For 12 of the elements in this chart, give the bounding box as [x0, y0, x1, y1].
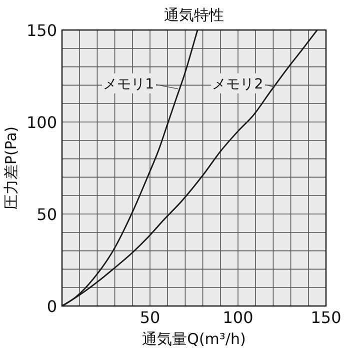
x-tick-label: 150 [310, 308, 342, 327]
y-tick-label: 150 [26, 21, 57, 40]
series-label: メモリ1 [103, 76, 154, 92]
y-axis-title: 圧力差P(Pa) [2, 126, 20, 210]
chart-title: 通気特性 [164, 6, 224, 24]
x-tick-label: 50 [140, 308, 160, 327]
y-tick-label: 100 [26, 113, 57, 132]
x-axis-title: 通気量Q(m³/h) [142, 330, 246, 348]
y-tick-label: 0 [46, 297, 57, 316]
series-label: メモリ2 [212, 76, 264, 92]
y-tick-label: 50 [36, 205, 57, 224]
x-tick-label: 100 [222, 308, 254, 327]
